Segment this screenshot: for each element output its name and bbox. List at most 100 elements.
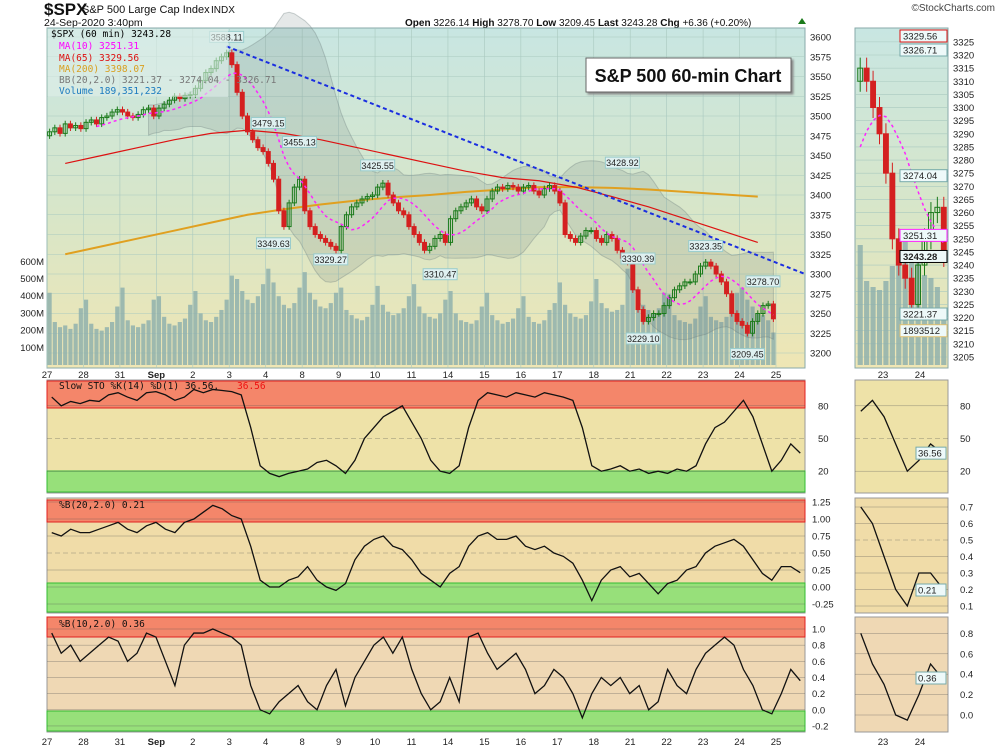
inset-pctb10-line — [860, 633, 943, 721]
candle — [744, 324, 750, 334]
volume-bar — [661, 292, 667, 365]
price-tick-label: 3225 — [810, 329, 831, 340]
candle — [515, 186, 521, 192]
indicator-value: 36.56 — [918, 449, 942, 460]
candle — [484, 198, 490, 212]
volume-bar — [615, 309, 620, 365]
price-annotation: 3310.47 — [424, 270, 457, 280]
candle — [739, 320, 745, 326]
date-label: 8 — [300, 370, 305, 381]
candle — [557, 190, 563, 204]
inset-price-tick-label: 3315 — [953, 64, 974, 75]
volume-bar — [240, 291, 245, 365]
volume-bar — [469, 323, 474, 365]
indicator-value-badge — [915, 583, 947, 597]
volume-bar — [208, 322, 214, 365]
inset-price-tick-label: 3220 — [953, 313, 974, 324]
inset-pctb20-tick-label: 0.5 — [960, 536, 973, 547]
candle — [297, 178, 303, 188]
symbol: $SPX — [44, 0, 88, 19]
price-tick-label: 3525 — [810, 92, 831, 103]
inset-date-label: 24 — [915, 370, 926, 381]
volume-bar — [302, 272, 307, 365]
volume-tick-label: 500M — [20, 274, 44, 285]
candle — [541, 188, 547, 196]
candle — [328, 241, 334, 247]
volume-bar — [698, 306, 703, 365]
volume-bar — [281, 304, 287, 365]
volume-bar — [755, 313, 760, 365]
price-tick-label: 3350 — [810, 230, 831, 241]
volume-bar — [385, 311, 391, 365]
inset-volume-bar — [883, 281, 889, 365]
volume-bar — [333, 292, 339, 365]
candle — [692, 273, 698, 283]
volume-bar — [464, 322, 469, 365]
candle — [281, 210, 287, 228]
candle — [166, 99, 172, 105]
candle — [755, 313, 761, 322]
candle — [364, 196, 370, 200]
volume-bar — [318, 306, 323, 365]
candle — [661, 305, 667, 315]
inset-price-tick-label: 3225 — [953, 300, 974, 311]
inset-volume-bar — [889, 266, 895, 365]
candle — [406, 214, 412, 228]
candle — [234, 64, 240, 93]
candle — [547, 185, 552, 190]
inset-price-tick-label: 3300 — [953, 103, 974, 114]
date-label-bottom: 24 — [734, 737, 745, 748]
volume-tick-label: 200M — [20, 326, 44, 337]
volume-bar — [568, 313, 573, 365]
price-badge-label: 3221.37 — [903, 310, 937, 321]
indicator-value-badge — [915, 671, 947, 685]
volume-bar — [714, 320, 719, 365]
candle — [536, 190, 542, 196]
pctb20-label: %B(20,2.0) 0.21 — [59, 500, 145, 511]
candle — [687, 281, 693, 284]
volume-bar — [458, 320, 464, 365]
volume-bar — [479, 306, 484, 365]
candle — [432, 237, 438, 247]
candle — [286, 202, 292, 228]
volume-bar — [234, 279, 240, 365]
candle — [656, 313, 662, 315]
pctb10-tick-label: 1.0 — [812, 625, 825, 636]
volume-bar — [229, 275, 234, 365]
date-label: 28 — [78, 370, 89, 381]
candle — [458, 206, 464, 212]
pctb20-tick-label: 0.75 — [812, 532, 831, 543]
price-badge-label: 3251.31 — [903, 231, 937, 242]
candle — [67, 123, 73, 129]
volume-bar — [625, 268, 630, 365]
volume-bar — [438, 313, 443, 365]
volume-bar — [412, 284, 417, 365]
volume-bar — [734, 292, 740, 365]
sto-label: Slow STO %K(14) %D(1) 36.56, — [59, 381, 219, 392]
inset-candle — [915, 264, 922, 305]
candle — [390, 194, 396, 204]
price-tick-label: 3600 — [810, 33, 831, 44]
chg-label: Chg — [660, 18, 679, 29]
price-tick-label: 3550 — [810, 72, 831, 83]
candle — [83, 121, 89, 130]
sto-overbought-zone — [46, 380, 806, 409]
candle — [708, 261, 714, 267]
price-annotation: 3455.13 — [283, 137, 316, 147]
price-tick-label: 3425 — [810, 171, 831, 182]
date-label: 10 — [370, 370, 381, 381]
date-label-bottom: 15 — [479, 737, 490, 748]
date-label: 18 — [588, 370, 599, 381]
volume-bar — [401, 308, 406, 365]
inset-price-tick-label: 3265 — [953, 195, 974, 206]
volume-tick-label: 300M — [20, 308, 44, 319]
pctb10-tick-label: 0.6 — [812, 657, 825, 668]
volume-bar — [687, 323, 693, 365]
candle — [104, 115, 110, 119]
candle — [73, 124, 79, 129]
candle — [500, 186, 506, 190]
volume-bar — [594, 279, 599, 365]
price-badge — [899, 169, 948, 183]
candle — [359, 198, 365, 204]
